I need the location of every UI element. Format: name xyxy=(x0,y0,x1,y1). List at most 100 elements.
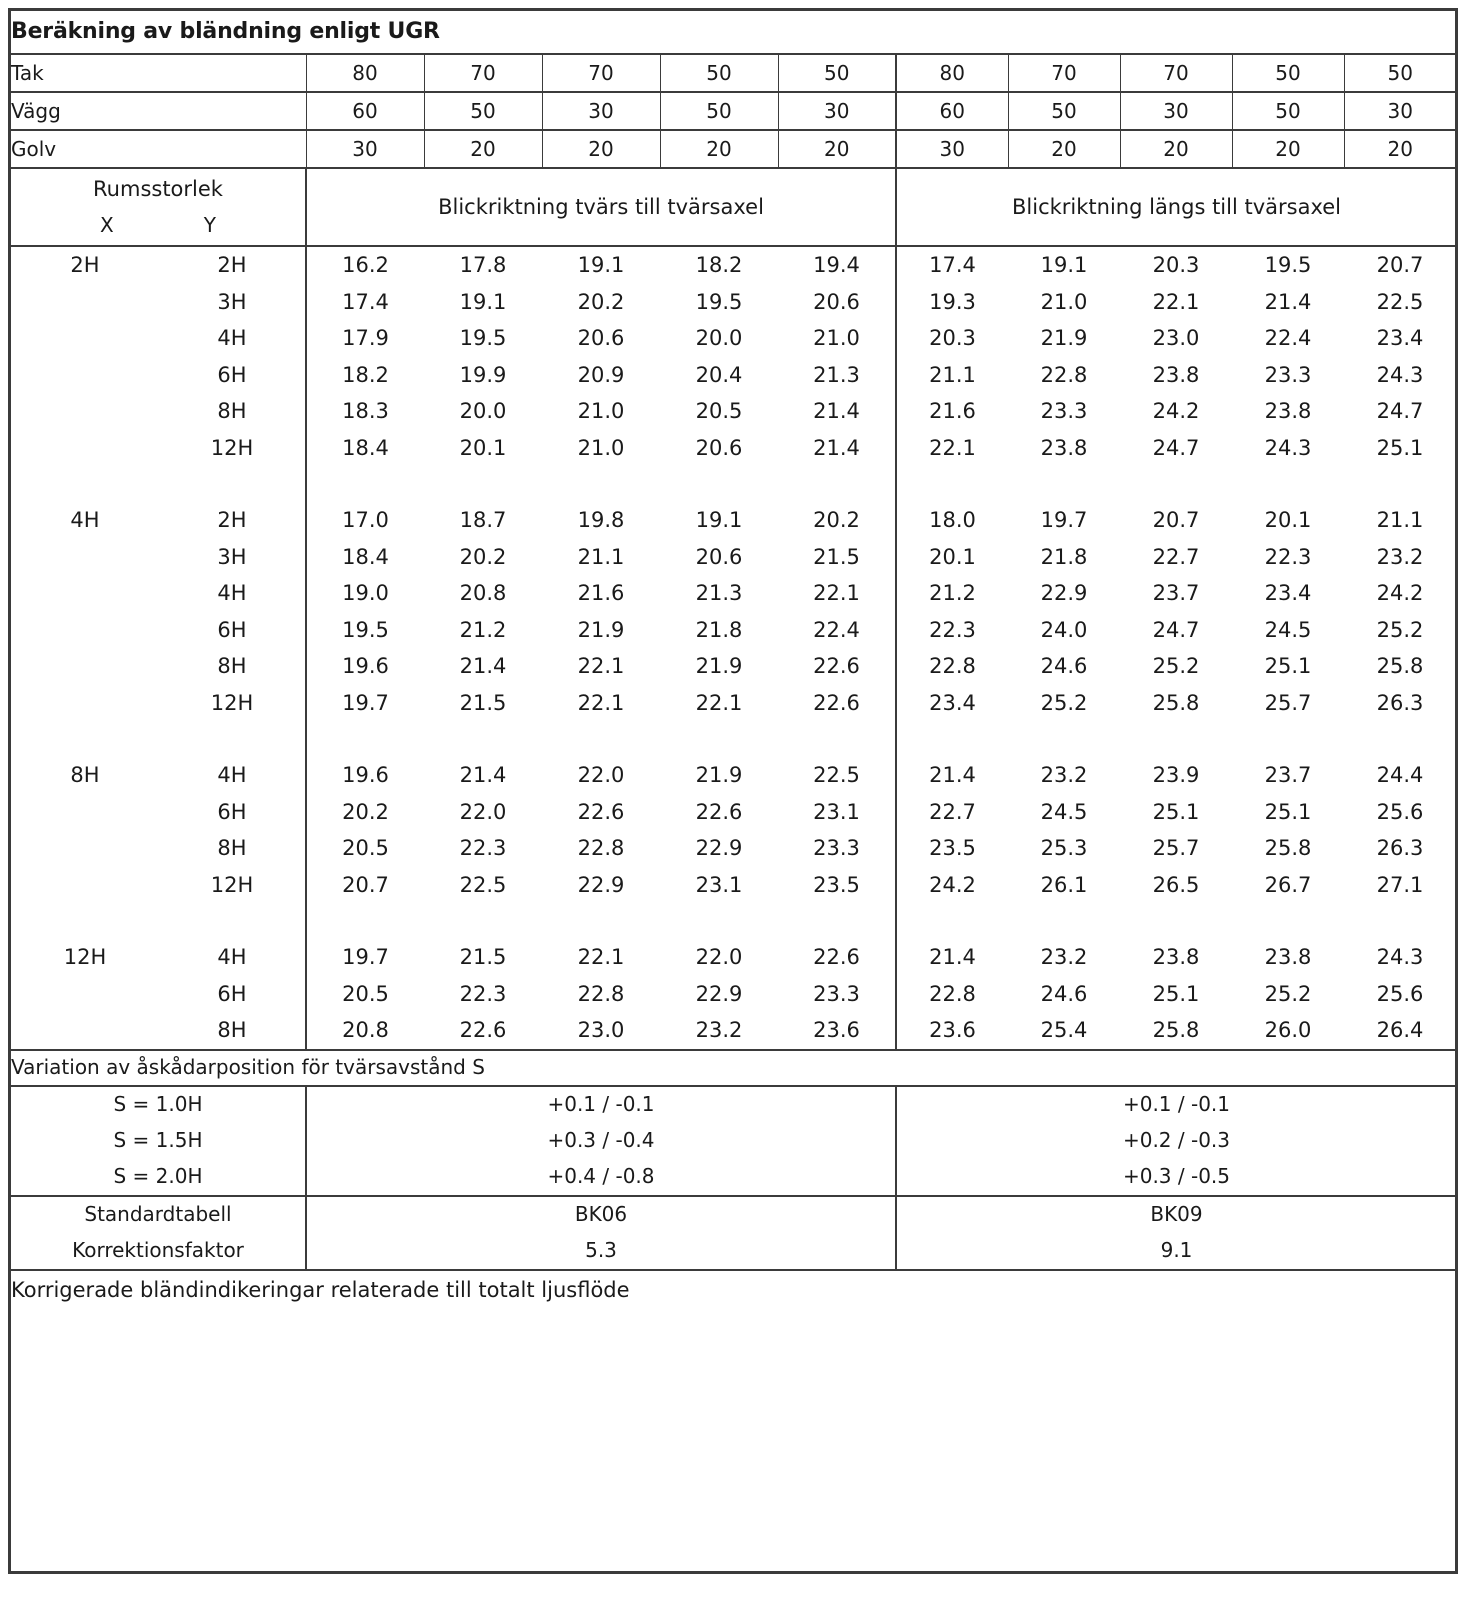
room-x-value xyxy=(11,685,159,722)
ugr-value-across: 18.7 xyxy=(459,508,507,533)
variation-value-along: +0.2 / -0.3 xyxy=(895,1122,1456,1159)
ugr-value-along: 19.5 xyxy=(1264,253,1312,278)
variation-value-across: +0.4 / -0.8 xyxy=(305,1158,896,1197)
ugr-value-along: 24.3 xyxy=(1264,435,1312,460)
ugr-value-across: 21.4 xyxy=(459,763,507,788)
ugr-value-across: 22.6 xyxy=(813,945,860,970)
ugr-value-across: 22.6 xyxy=(813,654,860,679)
ugr-value-across: 21.9 xyxy=(695,654,743,679)
spacer xyxy=(11,903,306,939)
table-row: 3H 17.4 19.1 20.2 19.5 20.6 19.3 21.0 22.1 21.4 22… xyxy=(11,283,1456,320)
ugr-value-along: 22.3 xyxy=(895,611,1008,648)
ugr-value-across: 22.5 xyxy=(459,872,507,897)
reflectance-row: Vägg 60 50 30 50 30 60 50 30 50 30 xyxy=(11,92,1456,131)
ugr-value-along: 23.2 xyxy=(1040,763,1088,788)
group-header-row: Rumsstorlek X Y Blickriktning tvärs till tv… xyxy=(11,168,1456,247)
table-row: 6H 20.5 22.3 22.8 22.9 23.3 22.8 24.6 25.1 25.2 25… xyxy=(11,975,1456,1012)
ugr-value-along: 23.5 xyxy=(895,830,1008,867)
room-y-value: 2H xyxy=(217,508,247,533)
ugr-value-along: 24.2 xyxy=(1152,399,1200,424)
variation-row: S = 1.0H +0.1 / -0.1 +0.1 / -0.1 xyxy=(11,1085,1456,1123)
ugr-value-across: 20.0 xyxy=(459,399,507,424)
ugr-value-across: 19.6 xyxy=(305,648,424,685)
ugr-value-along: 24.2 xyxy=(1376,581,1424,606)
spacer xyxy=(895,721,1456,757)
ugr-value-across: 21.3 xyxy=(695,581,743,606)
ugr-value-across: 21.6 xyxy=(577,581,625,606)
standard-value-along: 9.1 xyxy=(895,1232,1456,1271)
reflectance-value: 20 xyxy=(1343,130,1456,169)
ugr-value-along: 21.1 xyxy=(895,356,1008,393)
ugr-table: Beräkning av bländning enligt UGR Tak 80 7… xyxy=(11,11,1456,1581)
room-x-value xyxy=(11,393,159,430)
reflectance-value: 20 xyxy=(1231,130,1344,169)
reflectance-value: 60 xyxy=(305,92,424,131)
ugr-value-across: 22.6 xyxy=(577,799,625,824)
ugr-value-along: 25.1 xyxy=(1264,654,1312,679)
footer-note: Korrigerade bländindikeringar relaterade… xyxy=(11,1268,1456,1311)
reflectance-value: 80 xyxy=(305,54,424,93)
room-y-value: 12H xyxy=(210,435,254,460)
ugr-value-across: 20.0 xyxy=(695,326,743,351)
ugr-value-across: 22.0 xyxy=(695,945,743,970)
ugr-value-across: 21.5 xyxy=(459,945,507,970)
ugr-value-across: 21.4 xyxy=(813,435,860,460)
room-y-value: 6H xyxy=(217,617,247,642)
ugr-value-across: 20.8 xyxy=(459,581,507,606)
ugr-value-along: 25.6 xyxy=(1376,799,1424,824)
room-x-value xyxy=(11,794,159,831)
ugr-value-across: 19.5 xyxy=(459,326,507,351)
reflectance-value: 20 xyxy=(1007,130,1120,169)
ugr-value-across: 23.1 xyxy=(813,799,860,824)
ugr-value-along: 23.9 xyxy=(1152,763,1200,788)
table-row: 12H 18.4 20.1 21.0 20.6 21.4 22.1 23.8 24.7 24.3 2… xyxy=(11,429,1456,467)
ugr-value-across: 20.2 xyxy=(577,289,625,314)
ugr-value-across: 21.4 xyxy=(459,654,507,679)
ugr-value-across: 19.8 xyxy=(577,508,625,533)
reflectance-label-vägg: Vägg xyxy=(11,92,306,131)
standard-label: Korrektionsfaktor xyxy=(11,1232,306,1271)
room-x-value xyxy=(11,430,159,467)
table-row: 4H 19.0 20.8 21.6 21.3 22.1 21.2 22.9 23.7 23.4 24… xyxy=(11,575,1456,612)
axis-y-label: Y xyxy=(203,212,216,237)
reflectance-value: 30 xyxy=(541,92,660,131)
ugr-value-across: 22.0 xyxy=(577,763,625,788)
ugr-value-across: 21.3 xyxy=(813,362,860,387)
ugr-value-across: 22.3 xyxy=(459,836,507,861)
variation-label: S = 1.5H xyxy=(113,1128,203,1152)
footer-blank-row xyxy=(11,1311,1456,1581)
table-row: 6H 20.2 22.0 22.6 22.6 23.1 22.7 24.5 25.1 25.1 25… xyxy=(11,793,1456,831)
block-spacer-row xyxy=(11,466,1456,502)
ugr-value-across: 21.9 xyxy=(577,617,625,642)
ugr-value-along: 25.1 xyxy=(1264,799,1312,824)
ugr-value-along: 24.3 xyxy=(1376,362,1424,387)
ugr-value-along: 19.7 xyxy=(1040,508,1088,533)
ugr-value-along: 25.1 xyxy=(1376,435,1424,460)
room-size-header: Rumsstorlek X Y xyxy=(11,168,306,247)
table-row: 2H 2H 16.2 17.8 19.1 18.2 19.4 17.4 19.1 20.3 19.5… xyxy=(11,246,1456,284)
ugr-value-along: 20.7 xyxy=(1376,253,1424,278)
ugr-value-along: 20.1 xyxy=(895,538,1008,575)
ugr-value-across: 23.6 xyxy=(813,1018,860,1043)
room-y-value: 2H xyxy=(217,253,247,278)
block-spacer-row xyxy=(11,903,1456,939)
ugr-value-along: 21.1 xyxy=(1376,508,1424,533)
ugr-value-across: 21.2 xyxy=(459,617,507,642)
ugr-value-along: 21.2 xyxy=(895,575,1008,612)
ugr-value-across: 20.6 xyxy=(695,544,743,569)
ugr-value-across: 20.2 xyxy=(459,544,507,569)
ugr-value-along: 22.7 xyxy=(895,793,1008,830)
reflectance-value: 50 xyxy=(659,54,778,93)
room-x-value xyxy=(11,357,159,394)
ugr-value-along: 25.7 xyxy=(1152,836,1200,861)
room-y-value: 3H xyxy=(217,289,247,314)
reflectance-value: 50 xyxy=(1231,92,1344,131)
variation-value-across: +0.1 / -0.1 xyxy=(305,1085,896,1123)
ugr-value-across: 22.6 xyxy=(459,1018,507,1043)
ugr-value-along: 22.9 xyxy=(1040,581,1088,606)
reflectance-value: 60 xyxy=(895,92,1008,131)
variation-header: Variation av åskådarposition för tvärsav… xyxy=(11,1048,1456,1087)
ugr-value-along: 21.9 xyxy=(1040,326,1088,351)
ugr-value-across: 23.3 xyxy=(813,836,860,861)
ugr-value-along: 26.3 xyxy=(1376,690,1424,715)
